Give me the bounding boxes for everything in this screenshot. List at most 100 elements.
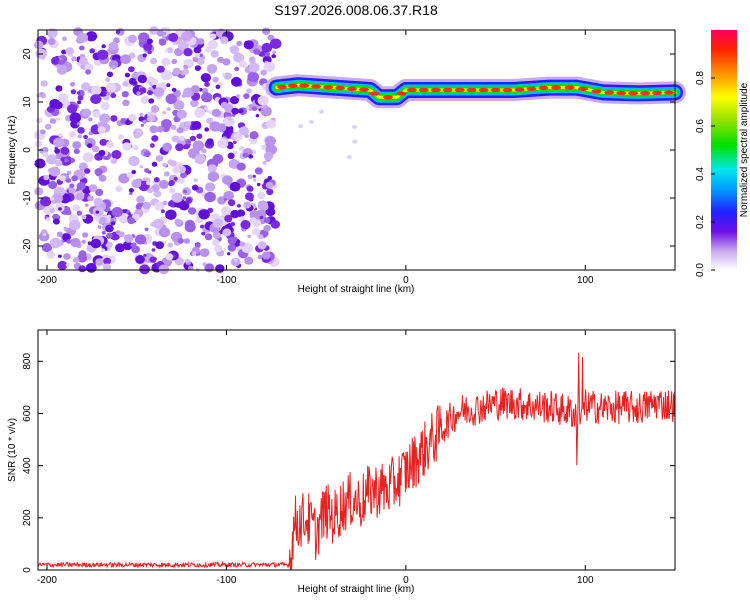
noise-blob <box>87 195 94 202</box>
spectrogram-plot-area <box>38 30 675 270</box>
noise-blob <box>183 189 188 194</box>
noise-blob <box>271 54 277 59</box>
noise-blob <box>98 174 107 182</box>
noise-blob <box>111 65 116 70</box>
noise-blob <box>238 146 245 152</box>
noise-blob <box>236 204 241 208</box>
noise-blob <box>106 232 113 239</box>
noise-blob <box>89 48 95 54</box>
noise-blob <box>160 209 165 213</box>
noise-blob <box>163 171 170 177</box>
noise-blob <box>139 87 147 94</box>
noise-blob <box>146 180 151 186</box>
noise-blob <box>259 215 264 220</box>
noise-blob <box>171 87 177 92</box>
noise-blob <box>150 222 156 227</box>
noise-blob <box>77 253 88 263</box>
noise-blob <box>98 149 106 157</box>
noise-blob <box>142 119 147 124</box>
noise-blob <box>105 224 114 233</box>
noise-blob <box>179 135 185 141</box>
noise-blob <box>160 70 173 81</box>
noise-blob <box>137 74 147 84</box>
noise-blob <box>90 94 102 105</box>
noise-blob <box>76 210 83 216</box>
noise-blob <box>55 159 63 167</box>
noise-blob <box>85 31 98 42</box>
noise-blob <box>236 209 246 218</box>
signal-peak <box>478 87 489 93</box>
noise-blob <box>184 258 190 263</box>
noise-blob <box>201 56 206 60</box>
noise-blob <box>184 219 195 230</box>
noise-blob <box>260 106 272 117</box>
signal-peak <box>514 87 525 92</box>
noise-blob <box>142 201 151 210</box>
noise-blob <box>41 243 53 253</box>
noise-blob <box>151 135 159 142</box>
noise-blob <box>158 264 170 275</box>
noise-blob <box>158 179 169 189</box>
noise-blob <box>221 206 232 216</box>
noise-blob <box>84 168 91 174</box>
noise-blob <box>204 127 210 132</box>
noise-blob <box>319 109 324 114</box>
noise-blob <box>139 264 151 275</box>
noise-blob <box>201 231 206 236</box>
x-tick-label: 0 <box>403 575 409 586</box>
noise-blob <box>207 171 220 182</box>
noise-blob <box>65 178 72 184</box>
noise-blob <box>110 221 116 226</box>
noise-blob <box>110 158 118 164</box>
noise-blob <box>147 188 154 194</box>
noise-blob <box>210 33 217 40</box>
signal-peak <box>323 85 334 90</box>
noise-blob <box>156 30 164 37</box>
signal-peak <box>430 87 441 93</box>
noise-blob <box>171 192 183 203</box>
x-tick-label: -200 <box>37 575 57 586</box>
noise-blob <box>166 107 171 111</box>
noise-blob <box>149 125 158 134</box>
x-tick-label: -100 <box>216 575 236 586</box>
noise-blob <box>263 225 271 232</box>
noise-blob <box>175 143 184 152</box>
noise-blob <box>128 188 134 193</box>
noise-blob <box>90 238 102 249</box>
noise-blob <box>60 146 70 155</box>
snr-x-ticks: -200 -100 0 100 <box>37 330 594 586</box>
noise-blob <box>173 176 178 181</box>
noise-blob <box>84 63 94 72</box>
noise-blob <box>68 189 73 193</box>
noise-blob <box>222 228 232 237</box>
noise-blob <box>204 81 210 87</box>
noise-blob <box>172 67 181 76</box>
noise-blob <box>262 27 271 35</box>
noise-blob <box>161 57 171 66</box>
noise-blob <box>255 114 260 118</box>
signal-peak <box>442 87 453 93</box>
noise-blob <box>181 31 192 42</box>
noise-blob <box>185 197 192 204</box>
noise-blob <box>257 254 263 260</box>
noise-blob <box>236 94 241 98</box>
snr-series-line <box>37 352 676 571</box>
noise-blob <box>158 38 167 46</box>
noise-blob <box>162 142 173 152</box>
noise-blob <box>193 178 198 182</box>
noise-blob <box>65 209 72 216</box>
noise-blob <box>191 251 197 256</box>
noise-blob <box>153 177 160 183</box>
signal-peak <box>359 87 369 92</box>
noise-blob <box>56 65 68 75</box>
noise-blob <box>227 236 237 245</box>
noise-blob <box>96 49 109 60</box>
noise-blob <box>110 115 118 122</box>
signal-peak <box>502 87 513 93</box>
noise-blob <box>72 257 80 263</box>
noise-blob <box>108 41 119 51</box>
noise-blob <box>63 226 68 231</box>
noise-blob <box>188 265 194 271</box>
noise-blob <box>106 140 114 148</box>
